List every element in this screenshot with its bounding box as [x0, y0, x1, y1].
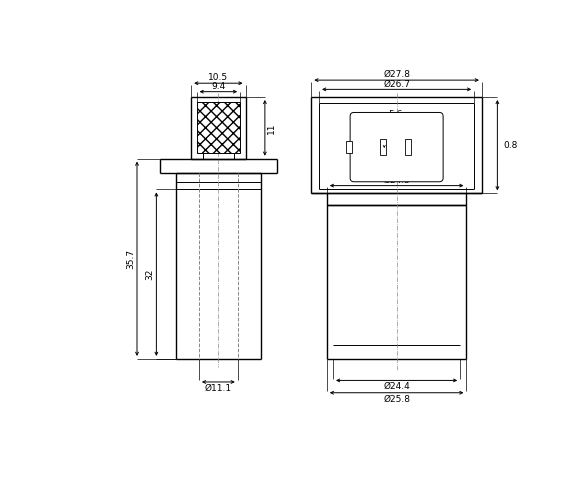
Text: 0.8: 0.8 — [504, 141, 518, 150]
Text: 35.7: 35.7 — [126, 249, 135, 269]
Text: Ø24.3: Ø24.3 — [383, 176, 410, 185]
FancyBboxPatch shape — [350, 112, 443, 182]
Bar — [380, 140, 386, 155]
Text: Ø26.7: Ø26.7 — [383, 80, 410, 88]
Bar — [197, 102, 240, 153]
Bar — [347, 142, 352, 153]
Text: Ø11.1: Ø11.1 — [205, 384, 232, 393]
Text: 32: 32 — [146, 268, 155, 280]
Text: Ø25.8: Ø25.8 — [383, 394, 410, 404]
Bar — [197, 102, 240, 153]
Text: 11: 11 — [266, 122, 275, 134]
Bar — [405, 140, 411, 155]
Text: 10.5: 10.5 — [208, 73, 228, 82]
Text: 5.6: 5.6 — [388, 110, 403, 119]
Text: Ø27.8: Ø27.8 — [383, 70, 410, 79]
Text: Ø24.4: Ø24.4 — [384, 382, 410, 391]
Text: 9.4: 9.4 — [211, 82, 225, 91]
